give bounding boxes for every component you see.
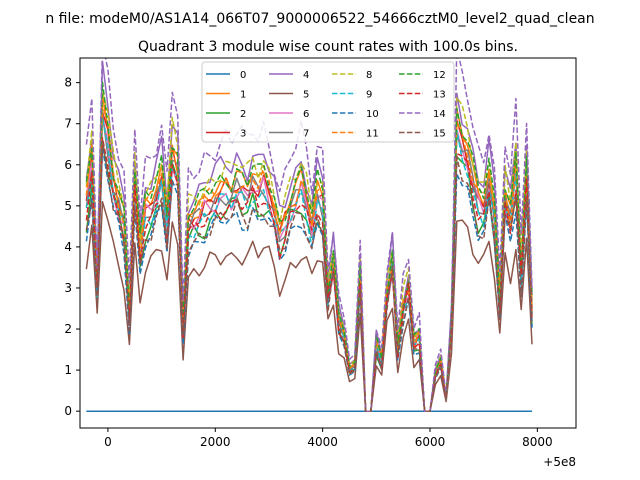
legend-label-15: 15 xyxy=(433,129,446,140)
x-tick-label: 4000 xyxy=(307,435,338,449)
x-tick-label: 0 xyxy=(104,435,112,449)
series-line-10 xyxy=(85,147,533,412)
y-tick-label: 2 xyxy=(64,322,72,336)
legend-label-6: 6 xyxy=(303,109,309,120)
x-tick-label: 2000 xyxy=(200,435,231,449)
y-axis: 0 1 2 3 4 5 6 7 8 xyxy=(64,76,80,418)
legend-label-10: 10 xyxy=(366,109,379,120)
legend-label-11: 11 xyxy=(366,129,379,140)
legend-label-14: 14 xyxy=(433,109,446,120)
legend-label-3: 3 xyxy=(240,129,246,140)
x-tick-label: 6000 xyxy=(415,435,446,449)
series-line-15 xyxy=(85,139,533,412)
suptitle: n file: modeM0/AS1A14_066T07_9000006522_… xyxy=(45,11,594,27)
legend-label-7: 7 xyxy=(303,129,309,140)
legend-label-1: 1 xyxy=(240,90,246,101)
series-line-5 xyxy=(85,201,533,412)
y-tick-label: 6 xyxy=(64,158,72,172)
legend-label-4: 4 xyxy=(303,70,309,81)
x-axis: 0 2000 4000 6000 8000 xyxy=(104,428,553,449)
y-tick-label: 8 xyxy=(64,76,72,90)
y-tick-label: 5 xyxy=(64,199,72,213)
legend-label-9: 9 xyxy=(366,90,372,101)
series-line-11 xyxy=(85,104,533,412)
y-tick-label: 3 xyxy=(64,281,72,295)
series-line-13 xyxy=(85,137,533,412)
legend-label-0: 0 xyxy=(240,70,246,81)
y-tick-label: 4 xyxy=(64,240,72,254)
legend-label-8: 8 xyxy=(366,70,372,81)
series-line-12 xyxy=(85,81,533,412)
series-line-14 xyxy=(85,58,533,412)
plot-lines xyxy=(85,58,533,412)
chart-title: Quadrant 3 module wise count rates with … xyxy=(138,39,518,55)
series-line-2 xyxy=(85,143,533,412)
y-tick-label: 1 xyxy=(64,363,72,377)
legend-box xyxy=(201,61,455,143)
legend-label-12: 12 xyxy=(433,70,446,81)
x-tick-label: 8000 xyxy=(522,435,553,449)
legend-label-5: 5 xyxy=(303,90,309,101)
y-tick-label: 0 xyxy=(64,404,72,418)
legend-label-13: 13 xyxy=(433,90,446,101)
x-offset-label: +5e8 xyxy=(543,455,576,469)
legend-label-2: 2 xyxy=(240,109,246,120)
y-tick-label: 7 xyxy=(64,117,72,131)
series-line-8 xyxy=(85,91,533,412)
series-line-9 xyxy=(85,118,533,412)
plot-frame xyxy=(79,57,577,429)
